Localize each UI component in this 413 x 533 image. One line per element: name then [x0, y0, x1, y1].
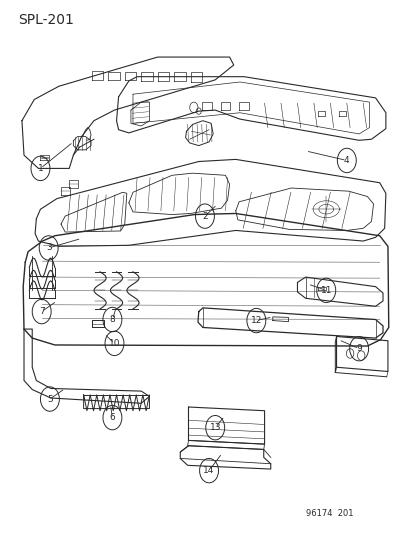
Text: 4: 4: [343, 156, 349, 165]
Text: 3: 3: [46, 244, 52, 253]
Text: 2: 2: [202, 212, 207, 221]
Text: 5: 5: [47, 394, 53, 403]
Text: 11: 11: [320, 286, 331, 295]
Text: 10: 10: [109, 339, 120, 348]
Text: 12: 12: [250, 316, 261, 325]
Text: 14: 14: [203, 466, 214, 475]
Text: 8: 8: [109, 315, 115, 324]
Text: 1: 1: [38, 164, 43, 173]
Text: 96174  201: 96174 201: [305, 510, 352, 519]
Text: 7: 7: [39, 307, 45, 316]
Text: 6: 6: [109, 413, 115, 422]
Text: 9: 9: [356, 344, 361, 353]
Text: SPL-201: SPL-201: [18, 13, 74, 27]
Text: 13: 13: [209, 423, 221, 432]
